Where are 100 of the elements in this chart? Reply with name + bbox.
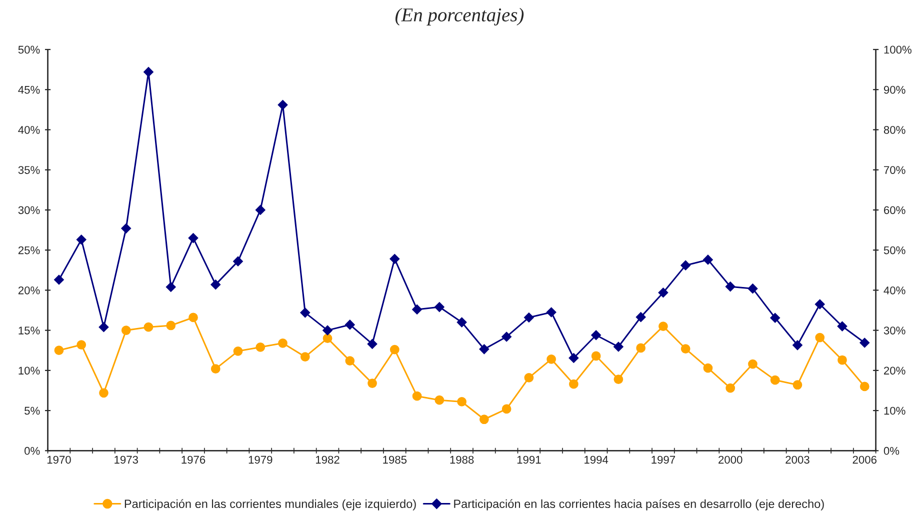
point <box>546 354 556 364</box>
point <box>434 395 444 405</box>
point <box>860 338 870 348</box>
point <box>300 352 310 362</box>
point <box>322 334 332 344</box>
point <box>569 379 578 389</box>
x-tick-label: 1997 <box>652 456 676 464</box>
point <box>591 330 602 340</box>
x-tick-label: 1979 <box>248 456 272 464</box>
point <box>524 372 534 382</box>
point <box>76 234 86 245</box>
point <box>815 332 825 342</box>
point <box>188 233 198 243</box>
point <box>591 351 601 361</box>
point <box>770 312 780 323</box>
legend-label: Participación en las corrientes mundiales (eje izquierdo) <box>124 499 416 510</box>
point <box>814 299 825 310</box>
point <box>614 374 624 384</box>
point <box>210 280 221 290</box>
y2-tick-label: 100% <box>884 46 912 54</box>
point <box>456 317 467 328</box>
point <box>412 391 422 401</box>
y-tick-label: 50% <box>18 46 40 54</box>
x-tick-label: 1970 <box>47 456 71 464</box>
point <box>860 382 870 392</box>
point <box>144 322 154 332</box>
point <box>614 342 624 352</box>
y-tick-label: 25% <box>18 246 40 254</box>
x-tick-label: 1991 <box>517 456 541 464</box>
point <box>792 340 802 350</box>
point <box>680 344 690 354</box>
y2-tick-label: 0% <box>884 446 900 455</box>
point <box>502 404 512 414</box>
point <box>322 325 332 336</box>
point <box>546 307 556 318</box>
point <box>479 344 490 354</box>
point <box>188 312 198 322</box>
point <box>658 288 668 298</box>
point <box>792 380 802 390</box>
x-tick-label: 2003 <box>786 456 810 464</box>
x-tick-label: 1994 <box>584 456 608 464</box>
x-tick-label: 1985 <box>383 456 407 464</box>
y2-tick-label: 60% <box>884 206 906 214</box>
y2-tick-label: 40% <box>884 286 906 294</box>
point <box>367 339 378 349</box>
y-tick-label: 0% <box>24 446 40 455</box>
y2-tick-label: 70% <box>884 166 906 174</box>
point <box>524 312 534 322</box>
point <box>98 322 109 332</box>
point <box>703 363 713 373</box>
point <box>76 340 86 350</box>
point <box>121 326 131 335</box>
legend-label: Participación en las corrientes hacia países en desarrollo (eje derecho) <box>454 499 824 510</box>
y-tick-label: 10% <box>18 366 40 375</box>
point <box>748 284 758 294</box>
point <box>256 342 266 352</box>
y-tick-label: 30% <box>18 206 40 214</box>
y-tick-label: 5% <box>24 406 40 415</box>
point <box>703 254 713 265</box>
point <box>390 344 400 354</box>
y2-tick-label: 10% <box>884 406 906 415</box>
point <box>680 260 691 270</box>
point <box>658 322 668 331</box>
chart-subtitle: (En porcentajes) <box>395 8 524 26</box>
x-tick-label: 2006 <box>852 456 876 464</box>
point <box>166 320 176 330</box>
y-tick-label: 20% <box>18 286 40 294</box>
point <box>345 356 355 366</box>
point <box>568 353 579 363</box>
point <box>278 338 288 348</box>
point <box>121 223 132 234</box>
y2-tick-label: 50% <box>884 246 906 254</box>
point <box>479 414 489 424</box>
x-tick-label: 1982 <box>316 456 340 464</box>
point <box>838 355 847 365</box>
point <box>837 321 848 332</box>
point <box>636 312 646 322</box>
point <box>99 388 108 398</box>
point <box>166 282 176 292</box>
x-tick-label: 1976 <box>182 456 206 464</box>
point <box>54 346 64 356</box>
point <box>233 256 243 266</box>
y-tick-label: 35% <box>18 166 40 174</box>
point <box>54 274 64 285</box>
y-tick-label: 45% <box>18 86 40 94</box>
point <box>726 383 736 393</box>
x-tick-label: 2000 <box>718 456 742 464</box>
point <box>457 397 466 406</box>
point <box>210 364 220 374</box>
y2-tick-label: 90% <box>884 86 906 94</box>
point <box>233 346 243 356</box>
y2-tick-label: 20% <box>884 366 906 375</box>
point <box>748 359 758 369</box>
x-tick-label: 1973 <box>114 456 138 464</box>
point <box>344 320 355 330</box>
point <box>412 304 422 314</box>
point <box>368 378 377 388</box>
point <box>725 282 736 292</box>
point <box>636 343 646 353</box>
point <box>390 254 400 264</box>
